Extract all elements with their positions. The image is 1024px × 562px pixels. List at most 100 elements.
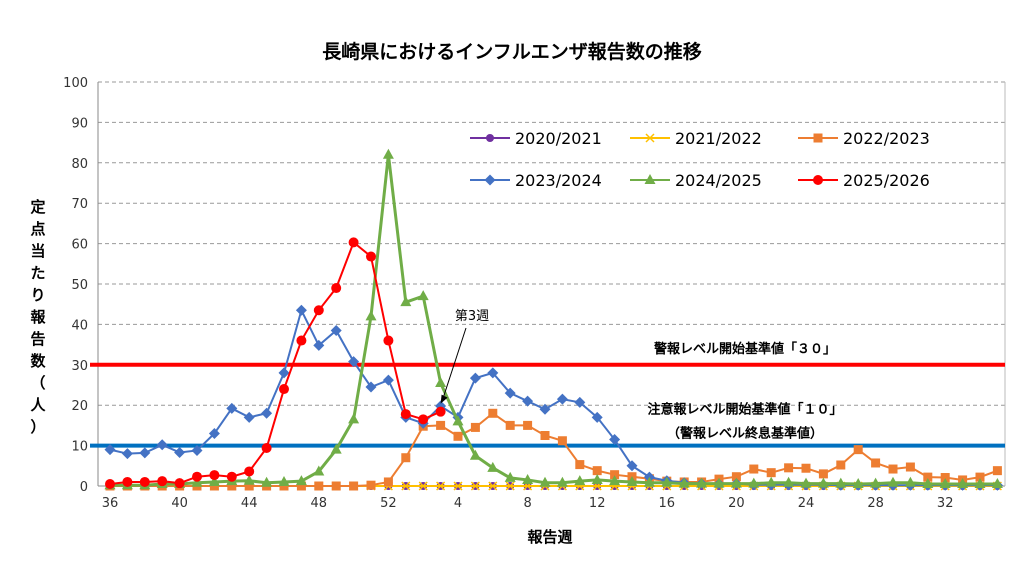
legend-label: 2021/2022 bbox=[675, 129, 762, 148]
data-point bbox=[348, 237, 359, 248]
data-point bbox=[382, 148, 394, 159]
x-axis-label: 報告週 bbox=[527, 528, 572, 546]
data-point bbox=[661, 476, 673, 487]
data-point bbox=[539, 403, 551, 415]
data-point bbox=[765, 476, 777, 487]
data-point bbox=[940, 473, 950, 483]
data-point bbox=[349, 481, 359, 491]
y-tick-label: 50 bbox=[71, 278, 88, 293]
y-tick-label: 70 bbox=[71, 197, 88, 212]
data-point bbox=[313, 339, 325, 351]
data-point bbox=[278, 475, 290, 486]
data-point bbox=[905, 462, 915, 472]
data-point bbox=[313, 465, 325, 476]
annotation-arrow bbox=[442, 327, 467, 400]
data-point bbox=[383, 335, 394, 346]
data-point bbox=[957, 477, 969, 488]
data-point bbox=[209, 481, 219, 491]
data-point bbox=[366, 251, 376, 262]
data-point bbox=[191, 444, 203, 456]
data-point bbox=[783, 476, 795, 487]
data-point bbox=[296, 481, 306, 491]
data-point bbox=[157, 476, 168, 487]
data-point bbox=[417, 290, 429, 301]
data-point bbox=[401, 481, 411, 491]
data-point bbox=[487, 367, 499, 379]
data-point bbox=[975, 472, 985, 482]
data-point bbox=[261, 443, 272, 454]
data-point bbox=[871, 458, 881, 468]
x-tick-label: 48 bbox=[311, 496, 328, 511]
data-point bbox=[208, 427, 220, 439]
reference-line-label: 警報レベル開始基準値「３０」 bbox=[654, 341, 836, 357]
x-tick-label: 4 bbox=[454, 496, 462, 511]
data-point bbox=[244, 466, 255, 477]
data-point bbox=[295, 475, 307, 486]
x-tick-label: 24 bbox=[798, 496, 815, 511]
data-point bbox=[382, 374, 394, 386]
legend-item: 2024/2025 bbox=[630, 171, 762, 190]
data-point bbox=[243, 411, 255, 423]
series-line bbox=[110, 412, 998, 487]
data-point bbox=[504, 387, 516, 399]
data-point bbox=[261, 407, 273, 419]
legend-marker bbox=[813, 175, 823, 185]
data-point bbox=[400, 409, 411, 420]
y-axis-label-char: 数 bbox=[30, 352, 46, 370]
series-2023-2024 bbox=[104, 304, 1003, 491]
x-tick-label: 40 bbox=[171, 496, 188, 511]
x-tick-label: 32 bbox=[937, 496, 954, 511]
y-axis-label-char: 当 bbox=[30, 242, 45, 260]
data-point bbox=[591, 473, 603, 484]
data-point bbox=[888, 464, 898, 474]
data-point bbox=[348, 356, 360, 368]
legend-label: 2024/2025 bbox=[675, 171, 762, 190]
x-tick-label: 28 bbox=[867, 496, 884, 511]
x-tick-label: 52 bbox=[380, 496, 397, 511]
y-tick-label: 40 bbox=[71, 318, 88, 333]
y-tick-label: 80 bbox=[71, 157, 88, 172]
data-point bbox=[784, 463, 794, 473]
data-point bbox=[330, 324, 342, 336]
x-tick-label: 44 bbox=[241, 496, 258, 511]
y-axis-label-char: り bbox=[30, 286, 45, 304]
data-point bbox=[504, 471, 516, 482]
data-point bbox=[591, 411, 603, 423]
y-tick-label: 10 bbox=[71, 440, 88, 455]
reference-line-sublabel: （警報レベル終息基準値） bbox=[667, 426, 823, 442]
x-tick-label: 20 bbox=[728, 496, 745, 511]
data-point bbox=[261, 476, 273, 487]
data-point bbox=[556, 476, 568, 487]
data-point bbox=[401, 453, 411, 463]
data-point bbox=[365, 381, 377, 393]
data-point bbox=[610, 470, 620, 480]
legend-item: 2020/2021 bbox=[470, 129, 602, 148]
legend-label: 2020/2021 bbox=[515, 129, 602, 148]
y-axis-label-char: 人 bbox=[30, 396, 46, 414]
data-point bbox=[487, 461, 499, 472]
x-tick-label: 8 bbox=[523, 496, 531, 511]
data-point bbox=[313, 305, 324, 316]
legend-marker bbox=[486, 134, 494, 142]
data-point bbox=[800, 477, 812, 488]
data-point bbox=[609, 434, 621, 446]
y-axis-label-char: 告 bbox=[30, 330, 45, 348]
data-point bbox=[904, 476, 916, 487]
data-point bbox=[435, 376, 447, 387]
legend-marker bbox=[484, 174, 496, 186]
x-tick-label: 36 bbox=[102, 496, 119, 511]
data-point bbox=[539, 476, 551, 487]
data-point bbox=[818, 469, 828, 479]
data-point bbox=[748, 477, 760, 488]
data-point bbox=[505, 481, 515, 491]
data-point bbox=[836, 460, 846, 470]
data-point bbox=[243, 474, 255, 485]
legend-marker bbox=[644, 174, 656, 184]
data-point bbox=[505, 420, 515, 430]
data-point bbox=[488, 408, 498, 418]
data-point bbox=[244, 481, 254, 491]
legend-item: 2023/2024 bbox=[470, 171, 602, 190]
x-tick-label: 16 bbox=[659, 496, 676, 511]
